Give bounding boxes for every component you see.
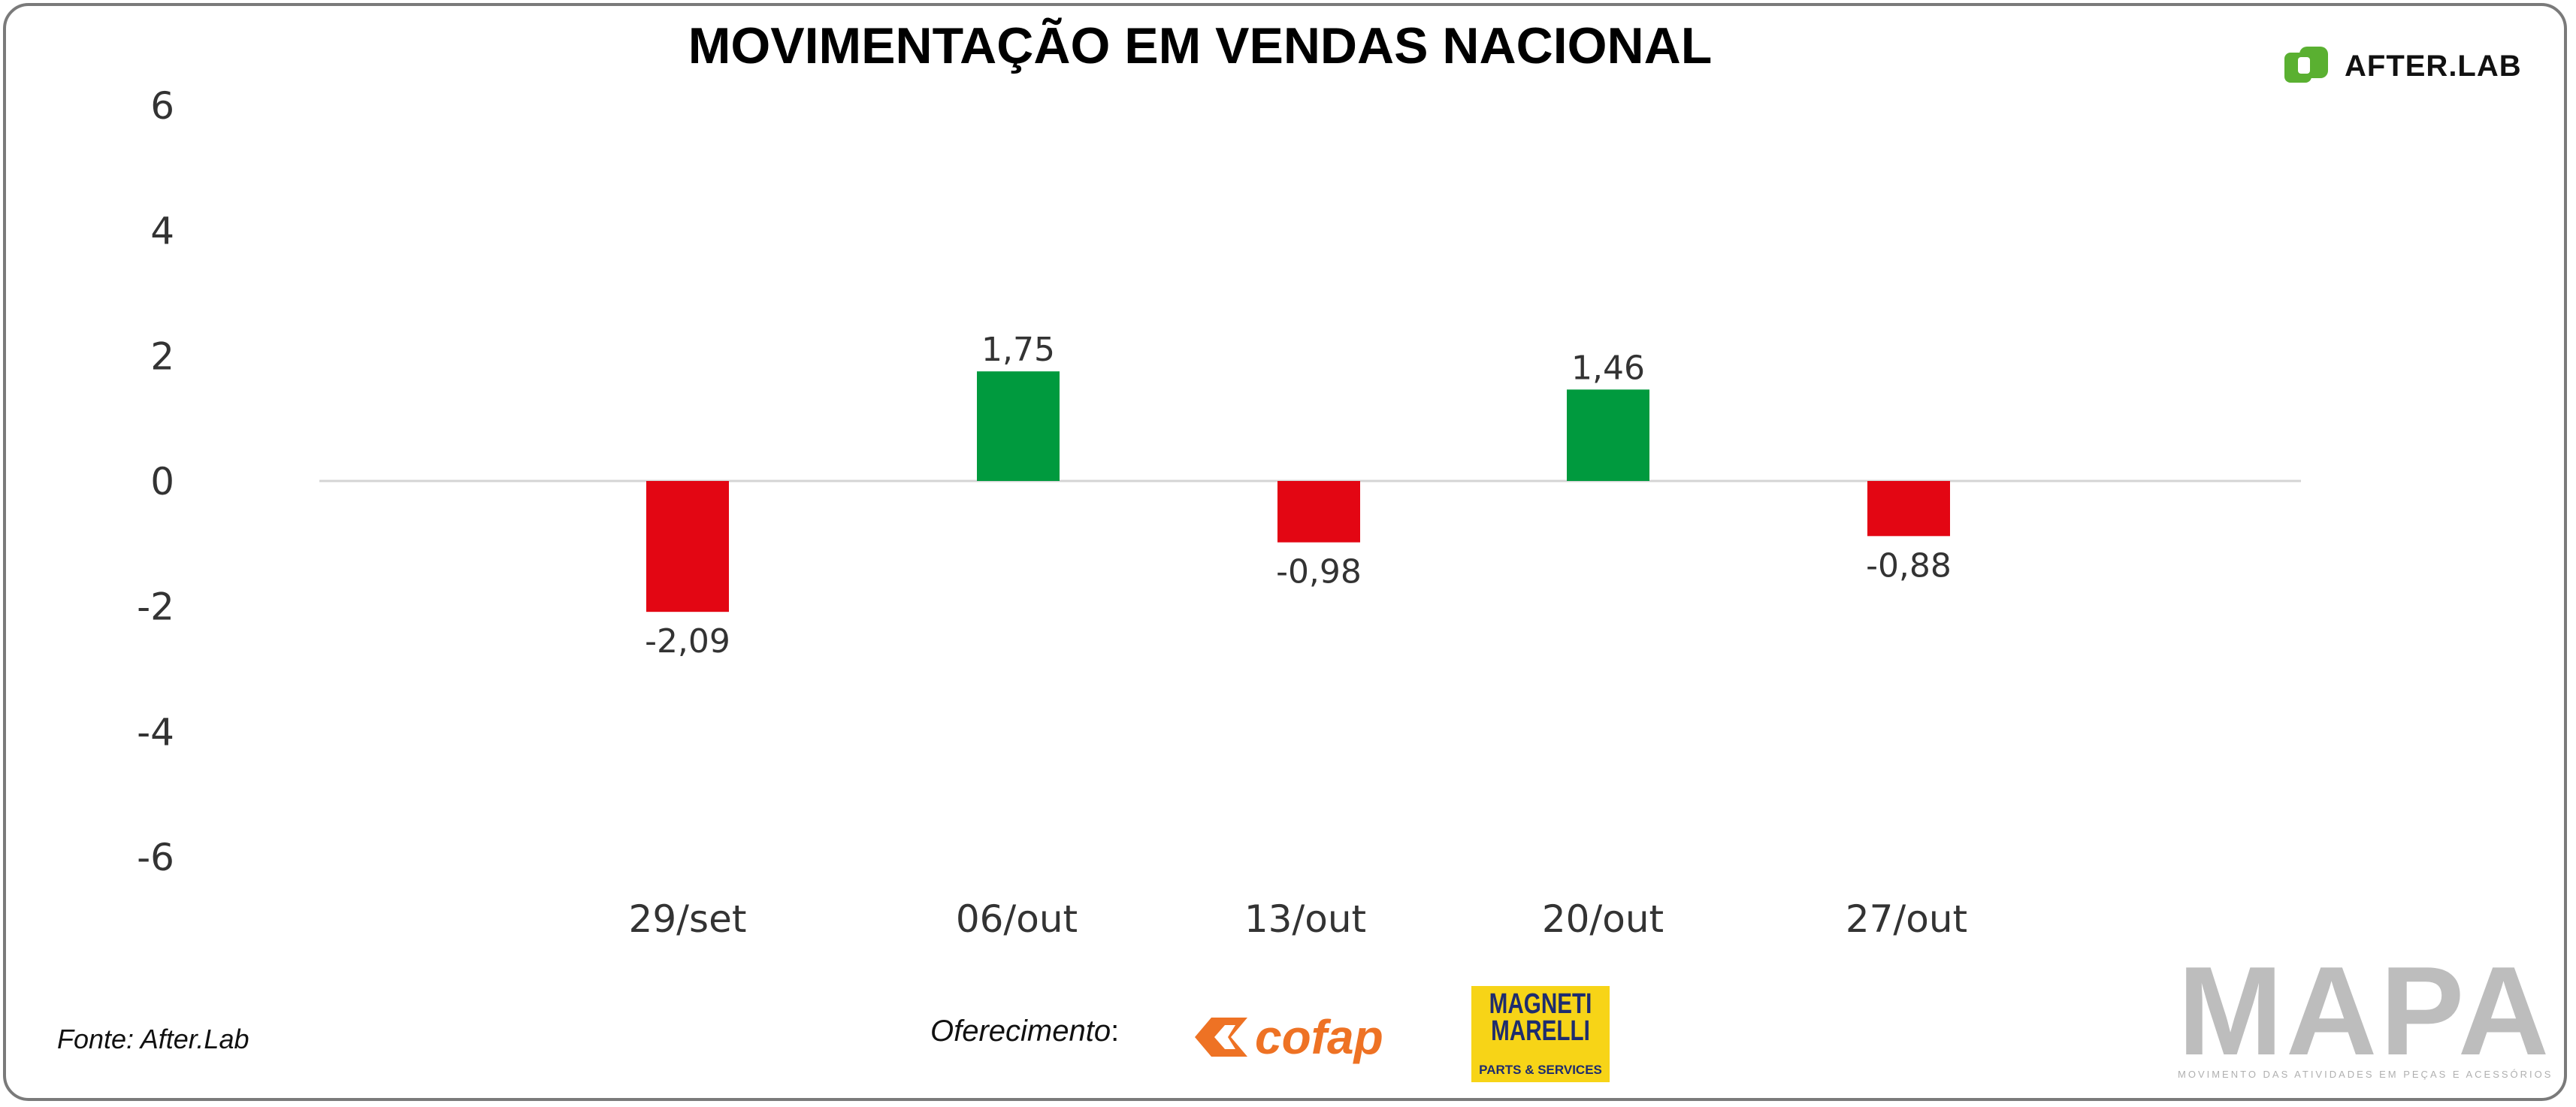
- cofap-mark-icon: [1195, 1018, 1247, 1057]
- chart-title-text: MOVIMENTAÇÃO EM VENDAS NACIONAL: [688, 17, 1713, 74]
- y-tick-label: -2: [137, 585, 174, 629]
- y-tick-label: 2: [150, 334, 174, 378]
- y-tick-label: -6: [137, 836, 174, 879]
- x-tick-label: 29/set: [629, 897, 747, 941]
- magneti-marelli-logo: MAGNETI MARELLI PARTS & SERVICES: [1471, 986, 1610, 1082]
- chart-frame: [3, 3, 2567, 1101]
- bar-chart: 6 4 2 0 -2 -4 -6 -2,09 1,75 -0,98 1,46 -0,88 29/se…: [137, 84, 2301, 941]
- bars: [646, 371, 1950, 612]
- chart-title: MOVIMENTAÇÃO EM VENDAS NACIONAL: [0, 17, 2576, 75]
- mapa-logo-word: MAPA: [2178, 940, 2553, 1081]
- data-label: -0,88: [1866, 546, 1952, 585]
- cofap-logo-text: cofap: [1255, 1010, 1383, 1064]
- bar-27-out: [1867, 481, 1950, 537]
- x-axis: 29/set 06/out 13/out 20/out 27/out: [629, 897, 1968, 941]
- afterlab-logo: AFTER.LAB: [2283, 45, 2522, 87]
- y-tick-label: 0: [150, 460, 174, 504]
- data-label: -0,98: [1276, 553, 1362, 591]
- cofap-logo: cofap: [1195, 1010, 1383, 1064]
- sponsor-label: Oferecimento:: [930, 1015, 1119, 1048]
- magneti-marelli-tagline: PARTS & SERVICES: [1479, 1063, 1602, 1077]
- source-note: Fonte: After.Lab: [57, 1024, 249, 1054]
- bar-29-set: [646, 481, 729, 612]
- y-tick-label: 6: [150, 84, 174, 128]
- magneti-marelli-name: MAGNETI MARELLI: [1489, 988, 1592, 1047]
- mapa-logo: MAPA MOVIMENTO DAS ATIVIDADES EM PEÇAS E…: [2178, 940, 2553, 1081]
- bar-20-out: [1567, 389, 1649, 481]
- x-tick-label: 27/out: [1846, 897, 1967, 941]
- data-label: -2,09: [645, 622, 730, 661]
- afterlab-logo-icon: [2284, 47, 2328, 83]
- x-tick-label: 13/out: [1244, 897, 1366, 941]
- data-labels: -2,09 1,75 -0,98 1,46 -0,88: [645, 331, 1952, 661]
- bar-13-out: [1277, 481, 1360, 543]
- y-axis: 6 4 2 0 -2 -4 -6: [137, 84, 174, 879]
- data-label: 1,46: [1571, 349, 1645, 387]
- x-tick-label: 06/out: [956, 897, 1078, 941]
- y-tick-label: -4: [137, 710, 174, 754]
- y-tick-label: 4: [150, 210, 174, 253]
- afterlab-logo-text: AFTER.LAB: [2345, 49, 2522, 83]
- data-label: 1,75: [981, 331, 1055, 369]
- sponsor-label-colon: :: [1111, 1015, 1120, 1048]
- sponsor-label-text: Oferecimento: [930, 1015, 1111, 1048]
- bar-06-out: [977, 371, 1060, 481]
- mapa-logo-subtitle: MOVIMENTO DAS ATIVIDADES EM PEÇAS E ACES…: [2178, 1069, 2553, 1080]
- x-tick-label: 20/out: [1542, 897, 1664, 941]
